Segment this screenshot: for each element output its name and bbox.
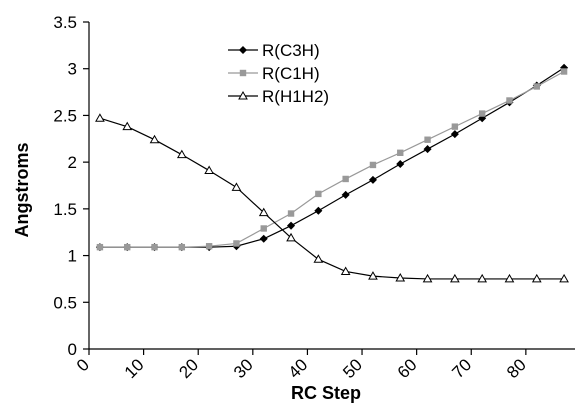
data-point	[506, 97, 513, 104]
legend-marker	[238, 45, 248, 55]
data-point	[531, 273, 542, 283]
legend-label: R(C1H)	[262, 64, 320, 83]
series-1	[96, 68, 568, 251]
data-point	[204, 165, 214, 175]
x-tick-label: 10	[121, 355, 148, 382]
data-point	[560, 68, 568, 75]
series-line	[99, 70, 565, 248]
data-point	[258, 207, 269, 217]
data-point	[342, 175, 349, 183]
data-point	[124, 243, 131, 251]
data-point	[478, 110, 486, 117]
data-point	[450, 273, 460, 283]
data-point	[259, 234, 268, 243]
series-2	[95, 113, 569, 283]
plot-area	[95, 63, 569, 283]
data-point	[151, 243, 158, 251]
data-point	[176, 149, 187, 159]
y-tick-label: 0.5	[53, 293, 77, 312]
y-tick-label: 3	[68, 60, 77, 79]
legend-label: R(C3H)	[262, 41, 320, 60]
data-point	[231, 182, 242, 191]
x-tick-label: 70	[448, 355, 475, 382]
data-point	[340, 266, 351, 275]
data-point	[122, 121, 133, 131]
data-point	[313, 254, 324, 263]
data-point	[450, 130, 459, 139]
x-axis-title: RC Step	[291, 383, 361, 403]
x-tick-label: 20	[175, 355, 202, 382]
legend-item: R(C1H)	[228, 64, 320, 83]
data-point	[368, 271, 378, 280]
data-point	[95, 113, 105, 122]
data-point	[96, 243, 104, 251]
x-tick-label: 0	[73, 355, 93, 375]
data-point	[149, 134, 160, 144]
legend-label: R(H1H2)	[262, 87, 329, 106]
data-point	[451, 123, 459, 130]
y-tick-label: 2.5	[53, 106, 77, 125]
legend-marker	[238, 90, 248, 100]
x-tick-label: 50	[339, 355, 366, 382]
data-point	[286, 232, 296, 242]
data-point	[396, 159, 405, 169]
data-point	[178, 243, 186, 251]
y-tick-label: 1.5	[53, 200, 77, 219]
data-point	[478, 114, 487, 123]
legend-marker	[239, 69, 247, 77]
series-line	[99, 117, 565, 280]
data-point	[423, 145, 432, 154]
y-tick-label: 1	[68, 247, 77, 266]
data-point	[397, 149, 404, 156]
data-point	[395, 272, 406, 282]
data-point	[314, 206, 323, 215]
legend-item: R(H1H2)	[228, 87, 329, 106]
legend-item: R(C3H)	[228, 41, 320, 60]
data-point	[205, 243, 213, 250]
data-point	[424, 136, 431, 143]
x-tick-label: 80	[503, 355, 530, 382]
y-axis-title: Angstroms	[12, 142, 32, 237]
y-tick-label: 2	[68, 153, 77, 172]
data-point	[368, 175, 377, 184]
data-point	[477, 273, 488, 283]
data-point	[369, 161, 377, 169]
y-tick-label: 3.5	[53, 13, 77, 32]
axes	[83, 21, 575, 355]
data-point	[341, 190, 350, 199]
data-point	[287, 221, 296, 230]
x-tick-label: 60	[394, 355, 421, 382]
series-0	[95, 63, 569, 252]
data-point	[533, 83, 540, 90]
y-tick-label: 0	[68, 340, 77, 359]
data-point	[504, 273, 515, 283]
data-point	[559, 273, 569, 283]
x-tick-label: 30	[230, 355, 257, 382]
data-point	[260, 225, 267, 232]
data-point	[422, 273, 433, 283]
data-point	[315, 190, 322, 198]
data-point	[233, 240, 240, 247]
series-line	[99, 67, 565, 248]
x-tick-label: 40	[285, 355, 312, 382]
data-point	[287, 210, 295, 217]
legend: R(C3H) R(C1H) R(H1H2)	[228, 41, 329, 106]
